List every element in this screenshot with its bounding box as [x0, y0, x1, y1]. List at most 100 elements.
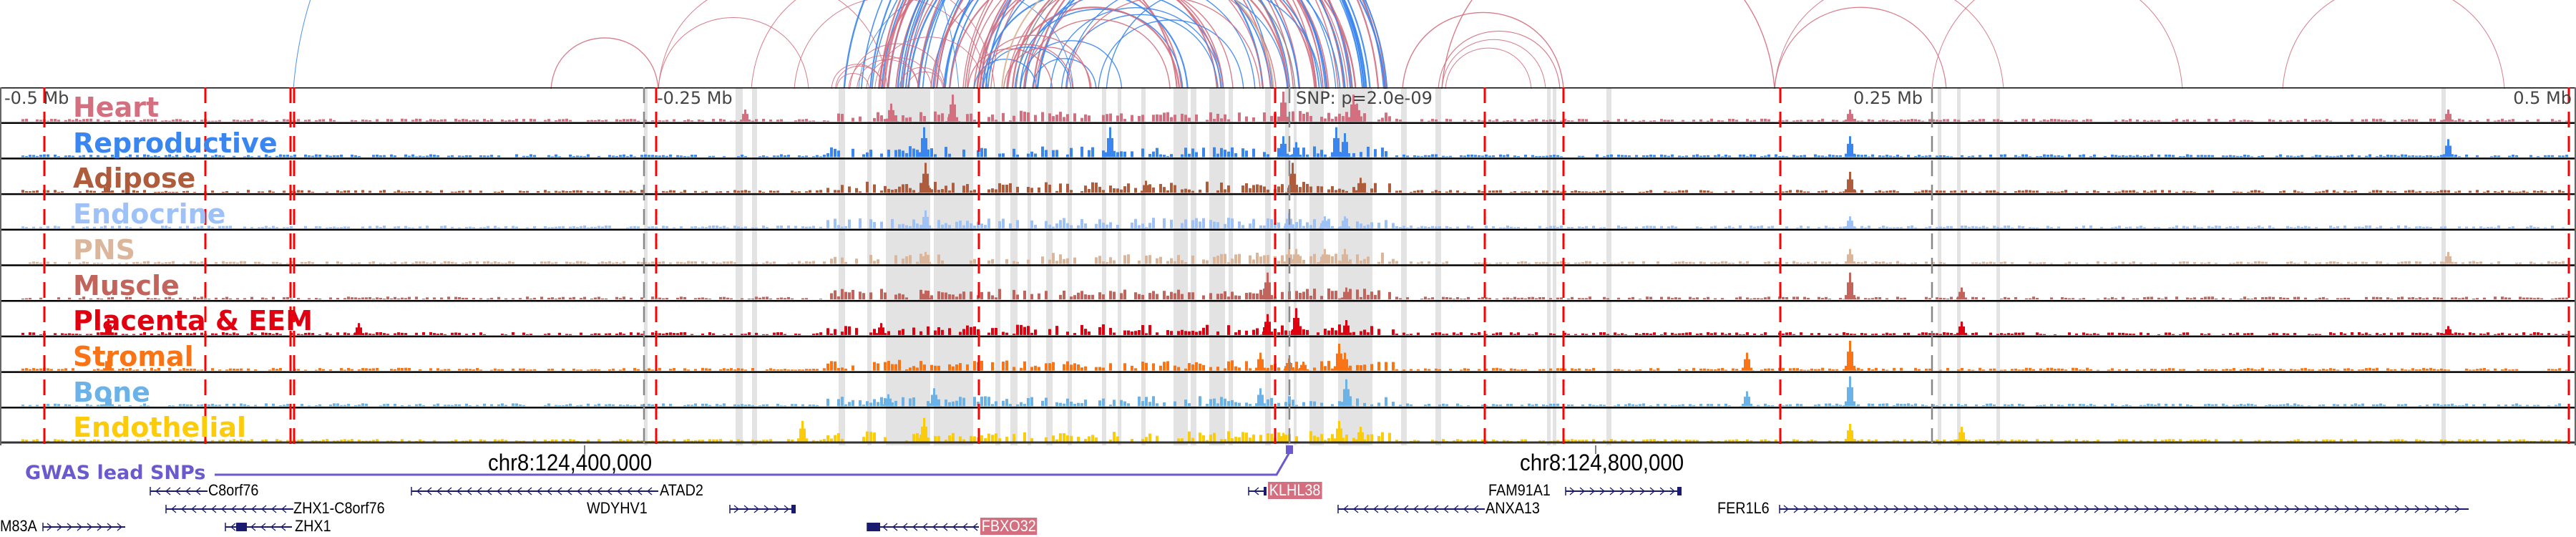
signal-peak: [935, 395, 937, 407]
signal-bar: [1478, 155, 1480, 158]
signal-bar: [1860, 262, 1863, 264]
signal-bar: [501, 369, 504, 371]
signal-bar: [1993, 226, 1996, 228]
signal-bar: [1671, 154, 1674, 158]
signal-bar: [2379, 190, 2382, 193]
signal-bar: [1825, 262, 1828, 264]
signal-bar: [794, 226, 797, 228]
signal-bar: [1023, 290, 1026, 300]
signal-bar: [662, 261, 665, 264]
signal-bar: [97, 440, 99, 442]
signal-bar: [1979, 262, 1981, 264]
signal-bar: [1399, 190, 1402, 193]
signal-bar: [1449, 155, 1452, 158]
signal-bar: [723, 368, 726, 371]
signal-bar: [787, 226, 790, 228]
signal-bar: [1116, 436, 1119, 442]
signal-peak: [1290, 254, 1292, 264]
signal-bar: [1639, 334, 1641, 335]
signal-bar: [193, 155, 196, 158]
signal-bar: [2379, 261, 2382, 264]
signal-bar: [272, 261, 275, 264]
signal-bar: [1435, 440, 1438, 442]
signal-bar: [1460, 369, 1463, 371]
signal-bar: [894, 189, 897, 193]
signal-bar: [2336, 298, 2339, 300]
signal-bar: [2290, 227, 2293, 228]
signal-bar: [2415, 226, 2418, 228]
signal-bar: [648, 262, 650, 264]
signal-bar: [1639, 120, 1641, 122]
signal-bar: [136, 369, 139, 371]
signal-bar: [1030, 294, 1033, 300]
signal-bar: [780, 154, 783, 158]
highlight-band: [1957, 87, 1961, 445]
signal-bar: [880, 221, 883, 228]
signal-bar: [1728, 155, 1731, 158]
signal-bar: [1993, 190, 1996, 193]
signal-bar: [1814, 405, 1817, 407]
signal-bar: [1535, 156, 1538, 158]
signal-bar: [1885, 155, 1888, 158]
signal-bar: [25, 118, 28, 122]
interaction-arc: [1098, 19, 1244, 89]
signal-bar: [2161, 190, 2164, 193]
signal-bar: [165, 226, 167, 228]
signal-bar: [687, 405, 690, 407]
signal-bar: [1603, 120, 1606, 122]
signal-bar: [1148, 293, 1151, 300]
signal-bar: [1435, 226, 1438, 228]
signal-bar: [776, 369, 779, 371]
signal-bar: [2494, 334, 2497, 335]
signal-bar: [837, 432, 840, 442]
signal-bar: [962, 291, 965, 300]
signal-bar: [1113, 432, 1116, 442]
signal-bar: [1313, 146, 1316, 158]
signal-bar: [2562, 334, 2565, 335]
signal-bar: [1184, 400, 1187, 407]
signal-bar: [1750, 154, 1752, 158]
signal-bar: [2197, 227, 2200, 228]
signal-bar: [358, 155, 361, 158]
signal-bar: [1156, 147, 1158, 158]
signal-bar: [1785, 262, 1788, 264]
signal-bar: [2318, 120, 2321, 122]
signal-bar: [1320, 361, 1323, 371]
signal-bar: [172, 440, 175, 442]
signal-bar: [1120, 113, 1123, 122]
signal-bar: [1900, 227, 1903, 228]
signal-bar: [941, 224, 944, 228]
signal-bar: [694, 261, 697, 264]
signal-bar: [2215, 119, 2218, 122]
signal-bar: [991, 295, 994, 300]
signal-bar: [1109, 257, 1112, 264]
signal-bar: [2222, 369, 2225, 371]
signal-bar: [1617, 297, 1620, 300]
signal-bar: [465, 226, 468, 228]
signal-bar: [2544, 155, 2547, 158]
signal-peak: [1336, 353, 1338, 371]
signal-bar: [1635, 369, 1638, 371]
signal-bar: [57, 404, 60, 407]
signal-bar: [2494, 155, 2497, 158]
signal-bar: [2029, 261, 2031, 264]
signal-bar: [2261, 297, 2264, 300]
signal-bar: [776, 332, 779, 335]
signal-bar: [995, 433, 997, 442]
signal-bar: [1796, 368, 1799, 371]
signal-bar: [1106, 224, 1108, 228]
signal-bar: [898, 293, 901, 300]
signal-bar: [2454, 120, 2457, 122]
signal-bar: [1893, 156, 1896, 158]
signal-bar: [1002, 153, 1005, 158]
signal-peak: [929, 298, 931, 300]
signal-bar: [2293, 369, 2296, 371]
signal-bar: [580, 190, 582, 193]
highlight-band: [1209, 87, 1225, 445]
signal-peak: [103, 404, 105, 407]
signal-bar: [1102, 261, 1105, 264]
signal-bar: [1345, 190, 1348, 193]
signal-bar: [2336, 369, 2339, 371]
signal-bar: [1885, 369, 1888, 371]
signal-peak: [1292, 163, 1294, 193]
